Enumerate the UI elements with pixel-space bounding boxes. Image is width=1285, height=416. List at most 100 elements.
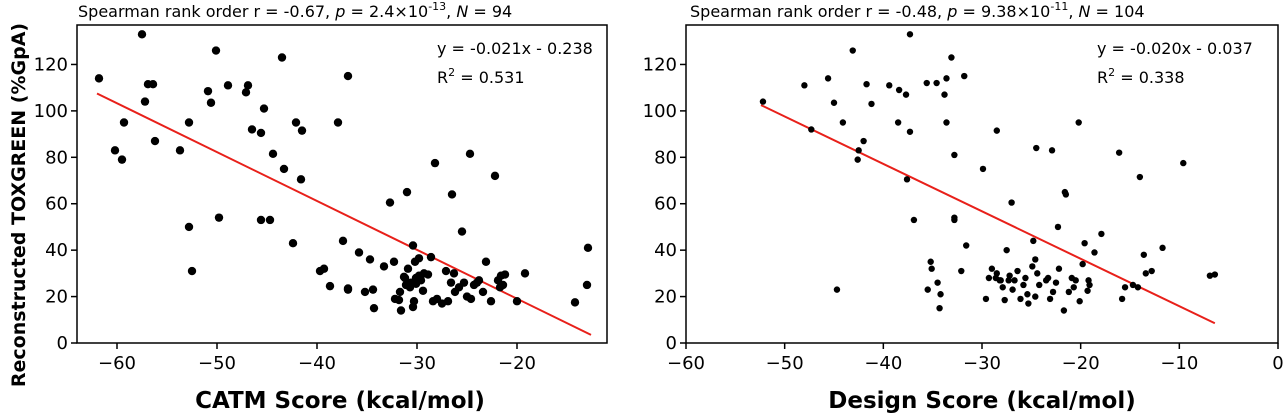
data-point xyxy=(403,264,413,273)
y-tick-label: 80 xyxy=(45,147,68,168)
data-point xyxy=(459,278,469,287)
data-point xyxy=(418,286,428,295)
data-point xyxy=(808,126,815,133)
x-tick-label: −50 xyxy=(198,353,236,374)
r-squared-label-2: R2 = 0.338 xyxy=(1097,66,1185,87)
y-tick-label: 100 xyxy=(34,101,68,122)
y-tick-label: 80 xyxy=(654,147,677,168)
data-point xyxy=(365,255,375,264)
data-point xyxy=(241,88,251,97)
x-tick-label: −60 xyxy=(98,353,136,374)
data-point xyxy=(369,303,379,313)
y-tick-label: 60 xyxy=(45,194,68,215)
data-point xyxy=(447,190,457,199)
data-point xyxy=(937,291,944,298)
data-point xyxy=(1034,270,1041,277)
data-point xyxy=(319,264,329,273)
data-point xyxy=(1118,295,1126,303)
data-point xyxy=(1086,281,1093,289)
data-point xyxy=(948,54,955,61)
data-point xyxy=(951,214,958,221)
data-point xyxy=(1048,147,1056,154)
data-point xyxy=(1076,298,1083,305)
data-point xyxy=(150,136,160,146)
data-point xyxy=(993,127,1000,134)
data-point xyxy=(1055,265,1063,272)
y-tick-label: 120 xyxy=(34,54,68,75)
data-point xyxy=(963,242,970,249)
data-point xyxy=(1008,199,1015,206)
data-point xyxy=(906,31,914,38)
data-point xyxy=(924,286,931,293)
x-tick-label: −60 xyxy=(667,353,705,374)
data-point xyxy=(854,156,861,163)
y-tick-label: 120 xyxy=(643,54,677,75)
data-point xyxy=(894,119,902,126)
data-point xyxy=(389,257,399,266)
data-point xyxy=(243,81,253,90)
data-point xyxy=(490,171,500,181)
y-tick-label: 60 xyxy=(654,194,677,215)
data-point xyxy=(214,213,224,222)
data-point xyxy=(1060,307,1068,314)
data-point xyxy=(408,241,418,250)
y-tick-label: 20 xyxy=(654,287,677,308)
data-point xyxy=(395,287,405,297)
regression-line xyxy=(96,92,592,336)
data-point xyxy=(117,155,127,164)
data-point xyxy=(1036,281,1043,289)
data-point xyxy=(830,99,838,106)
data-point xyxy=(1084,287,1091,294)
data-point xyxy=(338,236,348,246)
data-point xyxy=(137,30,147,39)
data-point xyxy=(801,82,808,89)
x-tick-label: 0 xyxy=(1272,353,1283,374)
data-point xyxy=(1079,260,1086,268)
data-point xyxy=(1098,230,1105,238)
data-point xyxy=(855,147,862,154)
data-point xyxy=(1081,239,1088,247)
y-axis-label-1: Reconstructed TOXGREEN (%GpA) xyxy=(8,23,30,387)
data-point xyxy=(423,270,433,279)
data-point xyxy=(1070,284,1077,291)
data-point xyxy=(296,175,306,184)
data-point xyxy=(1024,291,1031,298)
data-point xyxy=(997,277,1004,284)
data-point xyxy=(184,222,194,232)
data-point xyxy=(343,284,353,293)
data-point xyxy=(203,86,213,96)
data-point xyxy=(94,74,104,83)
data-point xyxy=(430,158,440,168)
data-point xyxy=(498,280,508,290)
data-point xyxy=(1206,272,1214,279)
data-point xyxy=(466,294,476,304)
data-point xyxy=(1052,279,1060,286)
data-point xyxy=(936,304,943,312)
data-point xyxy=(520,269,530,278)
data-point xyxy=(1075,119,1082,126)
data-point xyxy=(943,119,950,126)
data-point xyxy=(1140,251,1148,258)
data-point xyxy=(297,126,307,135)
x-axis-label-1: CATM Score (kcal/mol) xyxy=(195,388,485,414)
data-point xyxy=(291,118,301,127)
data-point xyxy=(839,119,847,126)
data-point xyxy=(110,146,120,155)
data-point xyxy=(985,274,993,282)
data-point xyxy=(1046,295,1054,303)
x-tick-label: −20 xyxy=(1062,353,1100,374)
data-point xyxy=(1017,295,1024,303)
data-point xyxy=(583,243,593,253)
chart-title-1: Spearman rank order r = -0.67, p = 2.4×1… xyxy=(78,0,512,21)
data-point xyxy=(512,297,522,306)
data-point xyxy=(443,297,453,306)
data-point xyxy=(1180,159,1187,167)
data-point xyxy=(409,297,419,306)
data-point xyxy=(187,266,197,276)
data-point xyxy=(1030,237,1037,245)
data-point xyxy=(343,71,353,81)
data-point xyxy=(903,176,911,183)
data-point xyxy=(1014,267,1021,275)
x-tick-label: −30 xyxy=(963,353,1001,374)
